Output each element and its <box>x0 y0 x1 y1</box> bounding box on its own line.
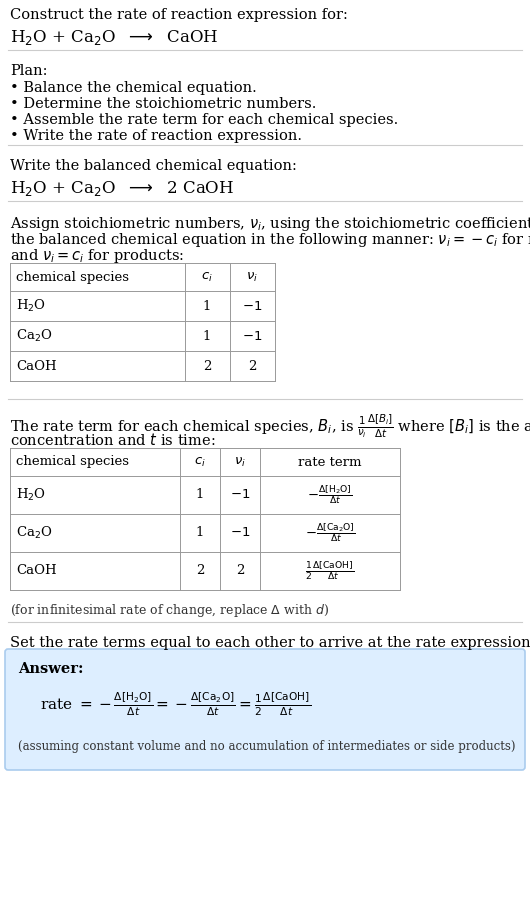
Text: Answer:: Answer: <box>18 662 84 676</box>
Text: 2: 2 <box>196 565 204 577</box>
Text: $\nu_i$: $\nu_i$ <box>246 271 258 283</box>
Text: • Balance the chemical equation.: • Balance the chemical equation. <box>10 81 257 95</box>
Text: rate $= -\frac{\Delta[\mathrm{H_2O}]}{\Delta t} = -\frac{\Delta[\mathrm{Ca_2O}]}: rate $= -\frac{\Delta[\mathrm{H_2O}]}{\D… <box>40 690 311 718</box>
Text: chemical species: chemical species <box>16 271 129 283</box>
Text: 2: 2 <box>248 360 256 372</box>
Text: H$_2$O: H$_2$O <box>16 298 46 314</box>
Text: The rate term for each chemical species, $B_i$, is $\frac{1}{\nu_i}\frac{\Delta[: The rate term for each chemical species,… <box>10 413 530 440</box>
Text: 2: 2 <box>236 565 244 577</box>
Text: (assuming constant volume and no accumulation of intermediates or side products): (assuming constant volume and no accumul… <box>18 740 516 753</box>
Text: chemical species: chemical species <box>16 456 129 469</box>
Text: $c_i$: $c_i$ <box>201 271 213 283</box>
Text: Write the balanced chemical equation:: Write the balanced chemical equation: <box>10 159 297 173</box>
Text: $-1$: $-1$ <box>230 527 250 539</box>
Text: • Write the rate of reaction expression.: • Write the rate of reaction expression. <box>10 129 302 143</box>
Text: $c_i$: $c_i$ <box>194 456 206 469</box>
Text: $\nu_i$: $\nu_i$ <box>234 456 246 469</box>
Text: $-1$: $-1$ <box>242 330 262 342</box>
FancyBboxPatch shape <box>5 649 525 770</box>
Text: H$_2$O + Ca$_2$O  $\longrightarrow$  CaOH: H$_2$O + Ca$_2$O $\longrightarrow$ CaOH <box>10 28 218 47</box>
Text: Plan:: Plan: <box>10 64 48 78</box>
Text: $-\frac{\Delta[\mathrm{Ca_2O}]}{\Delta t}$: $-\frac{\Delta[\mathrm{Ca_2O}]}{\Delta t… <box>305 521 355 545</box>
Text: 2: 2 <box>203 360 211 372</box>
Text: 1: 1 <box>196 527 204 539</box>
Text: concentration and $t$ is time:: concentration and $t$ is time: <box>10 432 216 448</box>
Text: CaOH: CaOH <box>16 565 57 577</box>
Text: the balanced chemical equation in the following manner: $\nu_i = -c_i$ for react: the balanced chemical equation in the fo… <box>10 231 530 249</box>
Text: $-1$: $-1$ <box>242 300 262 312</box>
Text: 1: 1 <box>203 300 211 312</box>
Text: $-1$: $-1$ <box>230 489 250 501</box>
Text: Set the rate terms equal to each other to arrive at the rate expression:: Set the rate terms equal to each other t… <box>10 636 530 650</box>
Text: • Assemble the rate term for each chemical species.: • Assemble the rate term for each chemic… <box>10 113 398 127</box>
Text: Ca$_2$O: Ca$_2$O <box>16 328 52 344</box>
Text: rate term: rate term <box>298 456 362 469</box>
Text: Construct the rate of reaction expression for:: Construct the rate of reaction expressio… <box>10 8 348 22</box>
Text: 1: 1 <box>203 330 211 342</box>
Text: CaOH: CaOH <box>16 360 57 372</box>
Text: • Determine the stoichiometric numbers.: • Determine the stoichiometric numbers. <box>10 97 316 111</box>
Text: Ca$_2$O: Ca$_2$O <box>16 525 52 541</box>
Text: (for infinitesimal rate of change, replace $\Delta$ with $d$): (for infinitesimal rate of change, repla… <box>10 602 329 619</box>
Text: H$_2$O: H$_2$O <box>16 487 46 503</box>
Text: H$_2$O + Ca$_2$O  $\longrightarrow$  2 CaOH: H$_2$O + Ca$_2$O $\longrightarrow$ 2 CaO… <box>10 179 234 198</box>
Text: Assign stoichiometric numbers, $\nu_i$, using the stoichiometric coefficients, $: Assign stoichiometric numbers, $\nu_i$, … <box>10 215 530 233</box>
Text: and $\nu_i = c_i$ for products:: and $\nu_i = c_i$ for products: <box>10 247 184 265</box>
Text: 1: 1 <box>196 489 204 501</box>
Text: $-\frac{\Delta[\mathrm{H_2O}]}{\Delta t}$: $-\frac{\Delta[\mathrm{H_2O}]}{\Delta t}… <box>307 484 352 507</box>
Text: $\frac{1}{2}\frac{\Delta[\mathrm{CaOH}]}{\Delta t}$: $\frac{1}{2}\frac{\Delta[\mathrm{CaOH}]}… <box>305 560 355 582</box>
